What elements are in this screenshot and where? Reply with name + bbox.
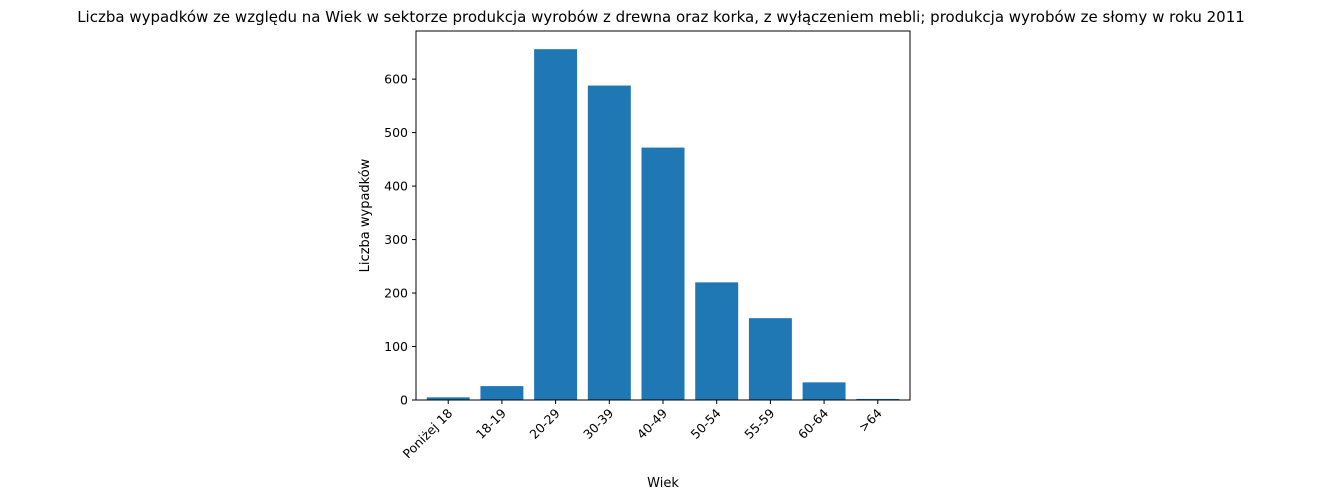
x-axis-label: Wiek <box>647 476 679 491</box>
bar <box>480 386 524 400</box>
x-tick-label: 50-54 <box>688 405 724 441</box>
x-tick-label: Poniżej 18 <box>400 405 456 461</box>
bar <box>534 49 578 401</box>
plot-area: 0 100 200 300 400 500 600 Poniżej 18 18-19 20-29 3… <box>384 30 911 461</box>
y-tick-label: 200 <box>384 286 408 301</box>
y-tick-label: 500 <box>384 125 408 140</box>
bar <box>695 282 739 400</box>
bar <box>587 85 631 401</box>
y-tick-label: 600 <box>384 72 408 87</box>
bar <box>426 397 470 400</box>
bar <box>748 318 792 400</box>
x-tick-label: 60-64 <box>795 405 831 441</box>
x-tick-label: 30-39 <box>580 405 616 441</box>
bar <box>802 382 846 400</box>
bar <box>641 147 685 400</box>
y-axis-label: Liczba wypadków <box>358 158 373 272</box>
x-tick-label: 40-49 <box>634 405 670 441</box>
y-tick-label: 100 <box>384 339 408 354</box>
x-tick-label: >64 <box>856 405 885 434</box>
y-tick-label: 0 <box>400 393 408 408</box>
bar <box>856 398 900 400</box>
x-tick-label: 55-59 <box>741 405 777 441</box>
chart-title: Liczba wypadków ze względu na Wiek w sek… <box>77 8 1245 26</box>
y-tick-label: 400 <box>384 179 408 194</box>
x-tick-label: 18-19 <box>473 405 509 441</box>
y-tick-label: 300 <box>384 232 408 247</box>
x-tick-label: 20-29 <box>526 405 562 441</box>
